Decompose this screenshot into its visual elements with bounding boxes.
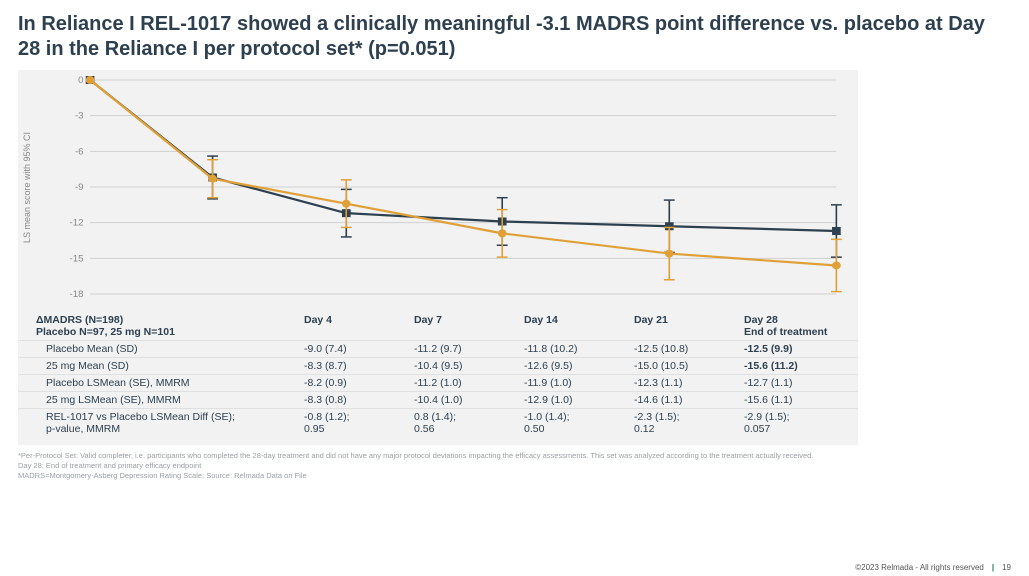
table-rowhead-l1: ΔMADRS (N=198) <box>36 314 292 326</box>
footnote-2: Day 28: End of treatment and primary eff… <box>18 461 858 471</box>
col-day7: Day 7 <box>408 312 518 341</box>
footnotes: *Per-Protocol Set: Valid completer, i.e.… <box>18 451 858 480</box>
copyright: ©2023 Relmada - All rights reserved <box>855 563 984 572</box>
svg-text:-15: -15 <box>70 254 84 264</box>
line-chart-svg: 0 -3 -6 -9 -12 -15 -18 <box>36 70 858 306</box>
svg-text:-9: -9 <box>75 182 84 192</box>
table-row: 25 mg Mean (SD)-8.3 (8.7)-10.4 (9.5)-12.… <box>18 358 858 375</box>
table-row: 25 mg LSMean (SE), MMRM-8.3 (0.8)-10.4 (… <box>18 392 858 409</box>
footnote-1: *Per-Protocol Set: Valid completer, i.e.… <box>18 451 858 461</box>
col-day4: Day 4 <box>298 312 408 341</box>
svg-text:-6: -6 <box>75 147 84 157</box>
col-day21: Day 21 <box>628 312 738 341</box>
footnote-3: MADRS=Montgomery-Asberg Depression Ratin… <box>18 471 858 481</box>
table-row: Placebo Mean (SD)-9.0 (7.4)-11.2 (9.7)-1… <box>18 341 858 358</box>
chart-container: LS mean score with 95% CI 0 -3 -6 -9 -12 -15 -… <box>18 70 858 306</box>
slide-title: In Reliance I REL-1017 showed a clinical… <box>18 12 1011 62</box>
col-day14: Day 14 <box>518 312 628 341</box>
footer-sep: | <box>992 563 994 572</box>
page-number: 19 <box>1002 563 1011 572</box>
svg-text:0: 0 <box>78 75 83 85</box>
svg-text:-18: -18 <box>70 289 84 299</box>
svg-text:-12: -12 <box>70 218 84 228</box>
col-day28: Day 28End of treatment <box>738 312 858 341</box>
y-axis-label: LS mean score with 95% CI <box>18 132 36 243</box>
data-table: ΔMADRS (N=198) Placebo N=97, 25 mg N=101… <box>18 306 858 445</box>
table-row: REL-1017 vs Placebo LSMean Diff (SE);p-v… <box>18 409 858 438</box>
slide-footer: ©2023 Relmada - All rights reserved | 19 <box>855 563 1011 572</box>
svg-text:-3: -3 <box>75 111 84 121</box>
table-rowhead-l2: Placebo N=97, 25 mg N=101 <box>36 326 292 338</box>
table-row: Placebo LSMean (SE), MMRM-8.2 (0.9)-11.2… <box>18 375 858 392</box>
